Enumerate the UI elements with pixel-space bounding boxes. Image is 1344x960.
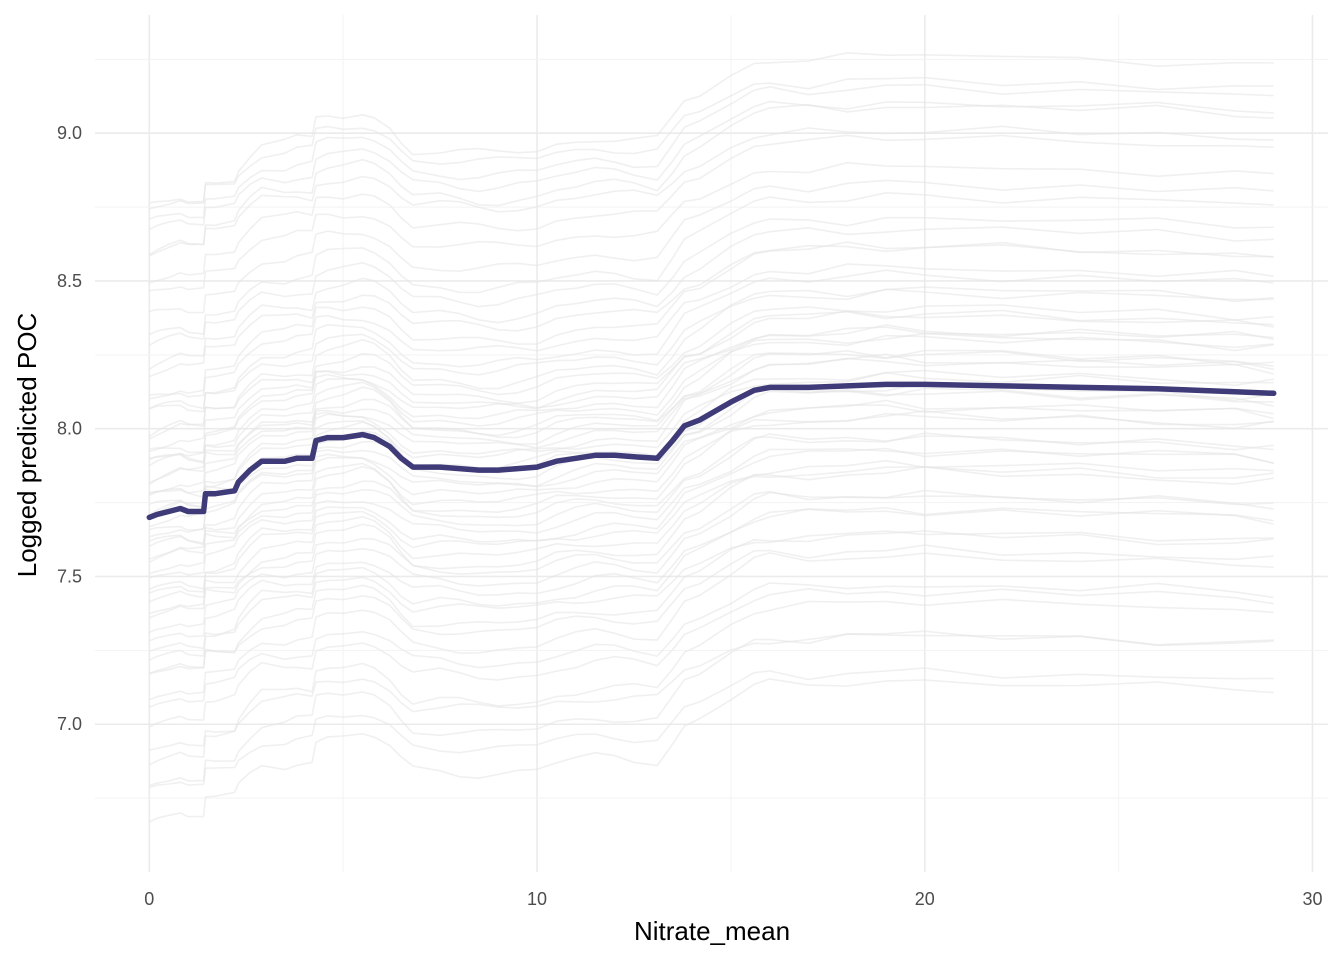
- ice-line: [148, 125, 1274, 257]
- y-tick-labels: 7.0 7.5 8.0 8.5 9.0: [57, 123, 82, 734]
- ice-line: [148, 582, 1274, 709]
- y-tick-label: 9.0: [57, 123, 82, 143]
- y-tick-label: 8.5: [57, 271, 82, 291]
- x-tick-labels: 0 10 20 30: [144, 889, 1322, 909]
- ice-lines-group: [148, 51, 1274, 823]
- ice-line: [148, 465, 1274, 619]
- average-curve-line: [146, 381, 1277, 521]
- ice-line: [149, 448, 1274, 579]
- ice-line: [149, 432, 1274, 560]
- ice-line: [149, 530, 1274, 653]
- x-tick-label: 0: [144, 889, 154, 909]
- ice-line: [149, 269, 1274, 413]
- ice-line: [148, 332, 1274, 486]
- ice-line: [148, 678, 1274, 823]
- ice-line: [148, 466, 1274, 603]
- ice-line: [149, 447, 1274, 594]
- ice-line: [148, 100, 1274, 231]
- ice-line: [149, 309, 1274, 453]
- y-tick-label: 7.5: [57, 566, 82, 586]
- ice-line: [148, 334, 1274, 467]
- ice-line: [149, 76, 1274, 204]
- ice-line: [149, 161, 1274, 292]
- x-tick-label: 20: [915, 889, 935, 909]
- ice-line: [149, 241, 1274, 378]
- ice-line: [149, 544, 1274, 675]
- x-tick-label: 30: [1302, 889, 1322, 909]
- x-tick-label: 10: [527, 889, 547, 909]
- ice-line: [148, 288, 1274, 410]
- ice-line: [148, 410, 1274, 564]
- y-axis-title: Logged predicted POC: [12, 313, 42, 578]
- ice-line: [148, 459, 1274, 590]
- ice-line: [148, 226, 1274, 370]
- y-tick-label: 7.0: [57, 714, 82, 734]
- ice-line: [148, 598, 1274, 766]
- ice-line: [149, 491, 1274, 634]
- ice-line: [149, 349, 1274, 495]
- ice-line: [149, 51, 1274, 210]
- ice-line: [148, 216, 1274, 347]
- ice-line: [149, 404, 1274, 532]
- average-curve-group: [146, 381, 1277, 521]
- ice-line: [149, 83, 1274, 220]
- ice-line: [148, 412, 1274, 548]
- ice-line: [149, 433, 1274, 575]
- ice-line: [149, 241, 1274, 400]
- ice-line: [149, 667, 1274, 788]
- ice-line: [149, 357, 1274, 494]
- ice-line: [149, 263, 1274, 398]
- ice-line: [149, 134, 1274, 284]
- y-tick-label: 8.0: [57, 419, 82, 439]
- ice-line: [149, 179, 1274, 314]
- ice-line: [148, 508, 1274, 642]
- ice-line: [149, 552, 1274, 701]
- ice-line: [148, 192, 1274, 336]
- ice-line: [149, 633, 1274, 751]
- ice-line: [149, 489, 1274, 615]
- x-axis-title: Nitrate_mean: [634, 916, 790, 946]
- ice-line: [148, 286, 1274, 438]
- ice-line: [149, 630, 1274, 787]
- ice-line: [149, 310, 1274, 459]
- ice-line: [148, 587, 1274, 728]
- ice-line: [149, 530, 1274, 674]
